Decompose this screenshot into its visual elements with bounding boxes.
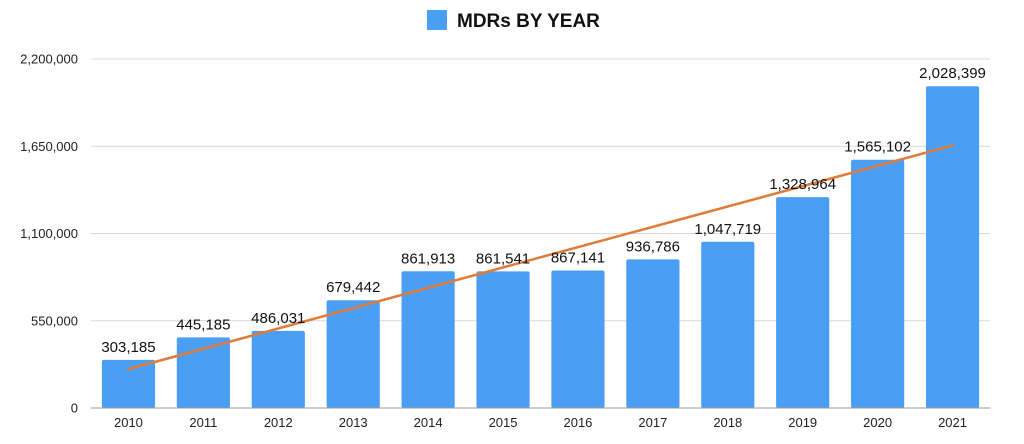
bar-2019 (776, 197, 830, 408)
y-tick-label: 550,000 (31, 313, 78, 328)
x-tick-label: 2021 (938, 415, 967, 430)
data-label-2014: 861,913 (401, 250, 455, 267)
bar-2016 (551, 270, 605, 408)
y-tick-label: 1,650,000 (20, 139, 78, 154)
x-tick-label: 2011 (189, 415, 217, 430)
x-tick-label: 2012 (264, 415, 293, 430)
legend: MDRs BY YEAR (427, 10, 600, 32)
legend-swatch (427, 10, 447, 30)
data-label-2021: 2,028,399 (919, 65, 986, 82)
y-tick-label: 1,100,000 (20, 226, 78, 241)
data-label-2016: 867,141 (551, 249, 605, 266)
bar-2017 (626, 259, 680, 408)
x-tick-label: 2017 (638, 415, 667, 430)
data-label-2011: 445,185 (176, 316, 230, 333)
x-tick-label: 2014 (414, 415, 443, 430)
bar-2021 (925, 86, 980, 408)
data-label-2015: 861,541 (476, 250, 530, 267)
bar-2010 (101, 359, 156, 408)
x-tick-label: 2020 (863, 415, 892, 430)
bars (101, 86, 980, 408)
x-tick-label: 2013 (339, 415, 368, 430)
legend-label: MDRs BY YEAR (457, 11, 600, 32)
x-tick-label: 2015 (489, 415, 518, 430)
bar-2015 (476, 271, 530, 408)
bar-2018 (701, 241, 755, 408)
y-axis: 0 550,000 1,100,000 1,650,000 2,200,000 (20, 52, 78, 416)
y-tick-label: 0 (71, 401, 78, 416)
data-label-2020: 1,565,102 (844, 139, 911, 156)
data-label-2018: 1,047,719 (694, 221, 761, 238)
bar-2012 (251, 330, 305, 408)
data-label-2013: 679,442 (326, 279, 380, 296)
x-tick-label: 2010 (114, 415, 143, 430)
x-tick-label: 2019 (788, 415, 817, 430)
bar-2020 (851, 159, 905, 408)
gridlines (91, 58, 990, 322)
bar-2011 (176, 337, 230, 408)
bar-2013 (326, 300, 380, 408)
x-axis: 2010 2011 2012 2013 2014 2015 2016 2017 2018 2019… (91, 407, 990, 430)
y-tick-label: 2,200,000 (20, 52, 78, 67)
trendline-group (127, 144, 954, 371)
data-labels: 303,185 445,185 486,031 679,442 861,913 861,5… (101, 65, 986, 356)
trendline (127, 144, 954, 371)
data-label-2012: 486,031 (251, 310, 305, 327)
x-tick-label: 2016 (563, 415, 592, 430)
bar-2014 (401, 271, 455, 408)
x-tick-label: 2018 (713, 415, 742, 430)
data-label-2017: 936,786 (626, 238, 680, 255)
data-label-2019: 1,328,964 (769, 176, 836, 193)
data-label-2010: 303,185 (101, 339, 155, 356)
